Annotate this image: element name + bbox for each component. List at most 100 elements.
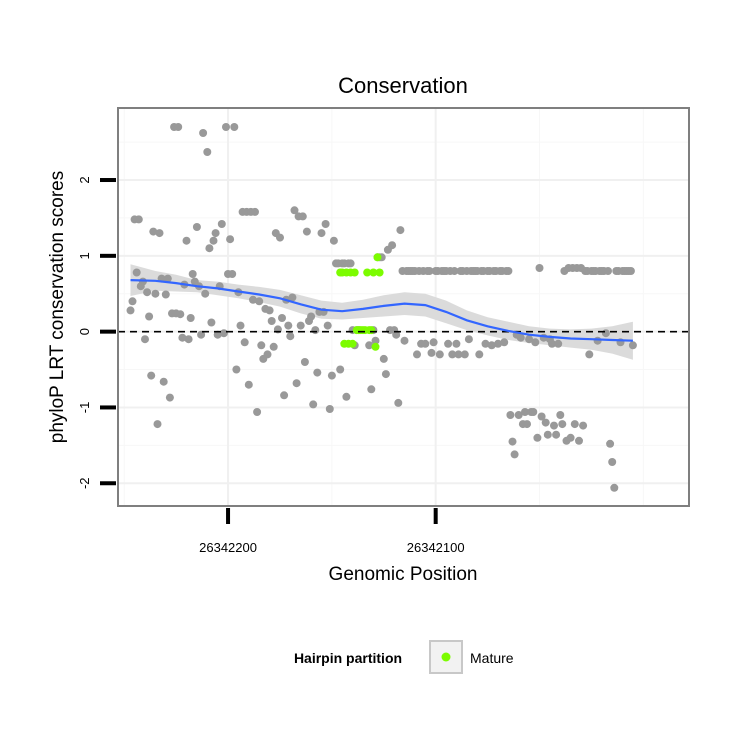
data-point-other [481, 339, 490, 348]
legend-label-mature: Mature [470, 650, 514, 666]
legend-key-mature-dot [441, 652, 451, 662]
data-point-other [413, 350, 421, 359]
data-point-other [240, 338, 249, 347]
data-point-other [153, 420, 162, 429]
data-point-other [429, 338, 438, 347]
data-point-mature [350, 268, 359, 277]
data-point-other [244, 380, 253, 389]
data-point-other [606, 439, 615, 448]
data-point-other [421, 339, 430, 348]
plot-panel-border [117, 107, 690, 507]
data-point-other [313, 368, 322, 377]
data-point-other [321, 220, 330, 228]
grid [118, 108, 689, 506]
data-point-other [379, 354, 388, 363]
data-point-other [174, 123, 183, 131]
data-point-other [342, 392, 351, 401]
chart-title: Conservation [338, 73, 468, 98]
data-point-other [454, 350, 463, 359]
data-point-other [199, 129, 208, 137]
data-point-other [392, 330, 401, 339]
data-point-other [263, 350, 272, 359]
data-point-other [552, 430, 561, 439]
data-point-other [500, 338, 509, 347]
data-point-other [510, 450, 519, 459]
data-point-other [514, 411, 523, 419]
data-point-other [601, 329, 610, 338]
data-point-other [548, 339, 556, 348]
data-point-other [230, 123, 239, 131]
data-point-other [460, 350, 469, 359]
data-point-other [523, 420, 531, 429]
data-point-other [176, 310, 185, 319]
data-point-other [267, 317, 276, 325]
data-point-other [575, 436, 583, 445]
data-point-other [300, 358, 309, 366]
data-point-other [288, 293, 297, 302]
data-point-other [222, 123, 230, 131]
data-point-other [188, 270, 197, 278]
data-point-other [128, 297, 137, 306]
data-point-other [213, 330, 222, 339]
data-point-other [508, 437, 517, 446]
smooth-fit-line-group [130, 279, 633, 342]
data-points [126, 123, 637, 492]
data-point-other [444, 339, 453, 348]
data-point-other [533, 433, 542, 442]
data-point-other [317, 229, 326, 238]
data-point-mature [373, 253, 382, 262]
data-point-mature [371, 342, 380, 351]
data-point-other [276, 233, 284, 242]
data-point-other [329, 236, 338, 245]
data-point-other [126, 306, 135, 315]
data-point-other [155, 229, 164, 238]
data-point-other [323, 321, 332, 330]
y-axis-ticks: 2 1 0 -1 -2 [77, 176, 116, 489]
data-point-other [186, 314, 195, 322]
data-point-other [554, 339, 563, 348]
data-point-other [516, 333, 525, 342]
data-point-mature [367, 326, 376, 335]
data-point-other [226, 235, 235, 244]
data-point-other [255, 297, 264, 306]
data-point-other [435, 350, 444, 359]
data-point-other [400, 336, 409, 345]
data-point-other [535, 264, 544, 272]
data-point-other [531, 338, 540, 347]
data-point-other [610, 483, 619, 492]
data-point-other [394, 398, 403, 407]
data-point-other [388, 241, 397, 250]
data-point-other [201, 289, 210, 298]
data-point-other [236, 321, 245, 330]
data-point-other [311, 326, 320, 335]
data-point-other [450, 267, 459, 275]
data-point-other [506, 411, 515, 419]
data-point-other [163, 274, 172, 283]
data-point-other [593, 336, 602, 345]
data-point-other [280, 391, 289, 400]
data-point-other [494, 339, 502, 348]
data-point-other [464, 335, 473, 344]
x-tick-label: 26342200 [199, 540, 257, 555]
y-tick-label: 1 [77, 252, 92, 259]
data-point-other [346, 259, 355, 268]
y-tick-label: -1 [77, 402, 92, 414]
x-axis-ticks: 26342200 26342100 [199, 508, 465, 555]
data-point-other [161, 290, 170, 299]
data-point-other [197, 330, 206, 339]
data-point-other [265, 306, 274, 315]
legend: Hairpin partition Mature [294, 640, 514, 674]
data-point-other [556, 411, 565, 419]
data-point-other [228, 270, 237, 278]
smooth-confidence-band [130, 264, 633, 360]
y-tick-label: 2 [77, 176, 92, 183]
data-point-other [452, 339, 461, 348]
data-point-other [182, 236, 191, 245]
data-point-other [302, 227, 311, 236]
data-point-other [290, 206, 299, 215]
data-point-other [448, 350, 457, 359]
data-point-other [151, 289, 160, 298]
data-point-other [149, 227, 158, 236]
data-point-other [371, 336, 380, 345]
